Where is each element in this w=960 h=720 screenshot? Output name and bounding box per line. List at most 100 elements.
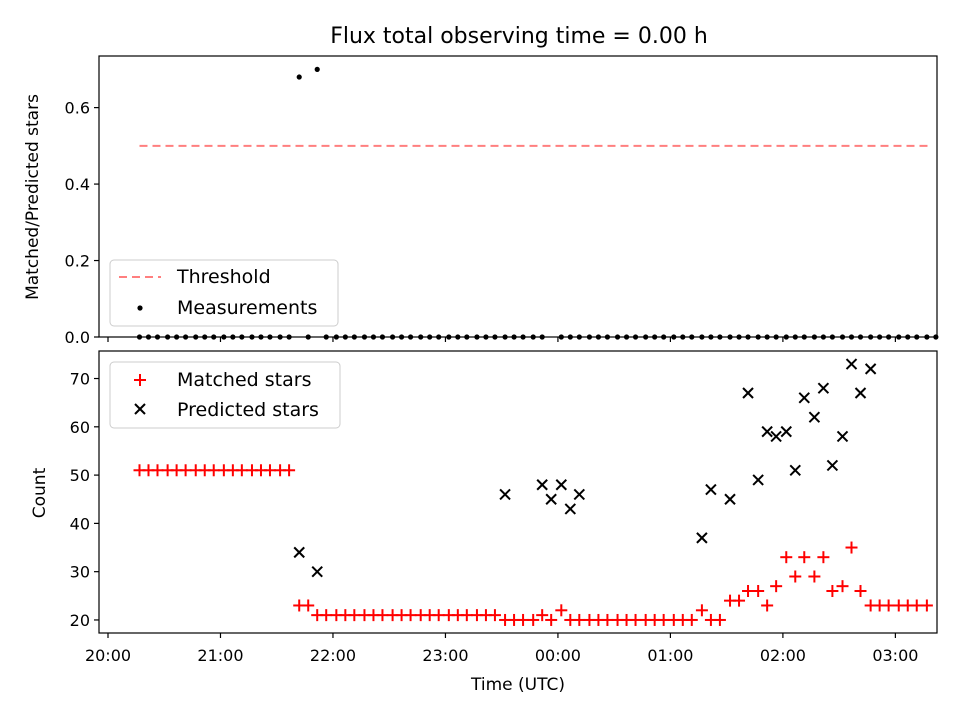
matched-star-point — [151, 464, 164, 477]
bottom-legend-box — [109, 361, 341, 429]
matched-star-point — [685, 613, 698, 626]
matched-star-point — [207, 464, 220, 477]
predicted-star-point — [826, 459, 839, 472]
bottom-y-axis-label: Count — [30, 467, 50, 518]
predicted-star-point — [293, 546, 305, 559]
x-tick-label: 23:00 — [422, 646, 468, 665]
matched-star-point — [536, 609, 549, 622]
predicted-star-point — [770, 430, 782, 443]
predicted-star-point — [845, 358, 858, 370]
matched-star-point — [882, 599, 895, 612]
matched-star-point — [348, 609, 361, 622]
predicted-star-point — [752, 474, 764, 486]
predicted-star-point — [780, 425, 792, 438]
top-y-axis-label: Matched/Predicted stars — [23, 94, 43, 300]
predicted-star-point — [564, 503, 577, 515]
matched-star-point — [733, 594, 746, 607]
matched-star-point — [761, 599, 774, 612]
predicted-star-point — [696, 532, 708, 544]
matched-star-point — [798, 551, 811, 564]
matched-star-point — [920, 599, 933, 612]
matched-legend-label: Matched stars — [177, 369, 311, 391]
x-tick-label: 01:00 — [647, 646, 693, 665]
bottom-y-tick-label: 40 — [70, 514, 90, 533]
matched-star-point — [752, 584, 765, 597]
matched-star-point — [376, 609, 389, 622]
predicted-star-point — [311, 565, 323, 578]
matched-star-point — [770, 580, 783, 593]
matched-star-point — [555, 604, 568, 617]
matched-star-point — [845, 541, 858, 554]
threshold-legend-label: Threshold — [176, 266, 271, 288]
matched-star-point — [432, 609, 445, 622]
matched-star-point — [179, 464, 192, 477]
matched-star-point — [488, 609, 501, 622]
predicted-legend-swatch — [134, 403, 146, 415]
predicted-star-point — [536, 479, 548, 491]
x-tick-label: 22:00 — [310, 646, 356, 665]
x-axis-label: Time (UTC) — [470, 675, 565, 695]
matched-star-point — [910, 599, 923, 612]
x-tick-label: 02:00 — [760, 646, 806, 665]
measurements-legend-swatch — [137, 305, 143, 311]
count-panel: Count Time (UTC) 20 30 40 50 60 70 20:00 21:00… — [30, 350, 938, 695]
predicted-star-point — [555, 479, 568, 491]
bottom-y-tick-label: 20 — [70, 611, 90, 630]
bottom-y-tick-label: 70 — [70, 370, 90, 389]
predicted-star-point — [499, 488, 511, 501]
bottom-y-tick-label: 50 — [70, 466, 90, 485]
predicted-star-point — [742, 387, 754, 399]
matched-star-point — [404, 609, 417, 622]
predicted-star-point — [789, 464, 801, 476]
top-y-tick-label: 0.4 — [65, 175, 90, 194]
top-y-tick-label: 0.6 — [65, 99, 90, 118]
matched-star-point — [713, 613, 726, 626]
predicted-star-point — [724, 493, 736, 505]
top-plot-frame — [98, 55, 938, 338]
measurements-legend-label: Measurements — [177, 297, 317, 319]
matched-star-point — [527, 613, 540, 626]
matched-star-point — [460, 609, 473, 622]
matched-star-point — [629, 613, 642, 626]
predicted-legend-label: Predicted stars — [177, 399, 319, 421]
predicted-star-point — [573, 488, 586, 501]
predicted-star-point — [545, 493, 557, 505]
predicted-star-point — [761, 425, 773, 438]
predicted-star-point — [817, 382, 830, 394]
matched-star-point — [573, 613, 586, 626]
x-tick-label: 00:00 — [535, 646, 581, 665]
top-y-tick-label: 0.2 — [65, 252, 90, 271]
matched-star-point — [283, 464, 296, 477]
bottom-plot-frame — [98, 350, 938, 634]
x-tick-label: 21:00 — [197, 646, 243, 665]
predicted-star-point — [705, 483, 717, 496]
matched-star-point — [780, 551, 793, 564]
predicted-star-point — [798, 392, 810, 404]
bottom-y-tick-label: 60 — [70, 418, 90, 437]
matched-star-point — [235, 464, 248, 477]
predicted-star-point — [854, 387, 867, 399]
bottom-y-tick-label: 30 — [70, 563, 90, 582]
matched-star-point — [263, 464, 276, 477]
matched-star-point — [320, 609, 333, 622]
matched-star-point — [808, 570, 821, 583]
top-legend-box — [109, 259, 339, 327]
matched-legend-swatch — [134, 374, 146, 386]
matched-star-point — [826, 584, 839, 597]
matched-star-point — [302, 599, 315, 612]
x-tick-label: 03:00 — [872, 646, 918, 665]
matched-star-point — [789, 570, 802, 583]
measurement-point — [296, 74, 302, 80]
x-tick-label: 20:00 — [85, 646, 131, 665]
measurement-point — [314, 66, 320, 72]
top-legend: Threshold Measurements — [109, 259, 339, 327]
ratio-panel: Matched/Predicted stars 0.0 0.2 0.4 0.6 Thr… — [23, 55, 939, 347]
matched-star-point — [695, 604, 708, 617]
bottom-legend: Matched stars Predicted stars — [109, 361, 341, 429]
matched-star-point — [517, 613, 530, 626]
matched-star-point — [545, 613, 558, 626]
matched-star-point — [817, 551, 830, 564]
predicted-star-point — [836, 430, 849, 443]
predicted-star-point — [864, 363, 877, 375]
